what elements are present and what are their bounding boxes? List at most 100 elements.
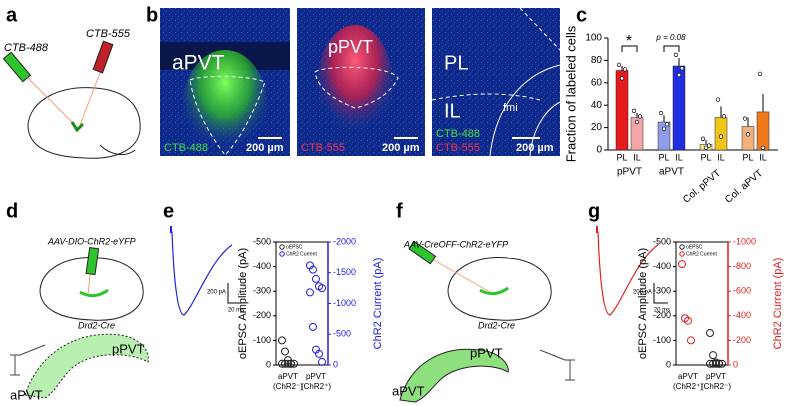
stain-label: CTB-555	[436, 142, 480, 154]
y-tick-label: -400	[253, 261, 271, 271]
y2-axis-label: ChR2 Current (pA)	[372, 258, 384, 350]
y2-tick-label: -2000	[333, 236, 356, 246]
y2-tick-label: -600	[733, 286, 751, 296]
x-tick-label: IL	[633, 152, 641, 162]
data-point	[760, 145, 766, 150]
stain-label: CTB-488	[436, 128, 480, 140]
data-point	[687, 336, 695, 345]
x-tick-label: IL	[675, 152, 683, 162]
y2-tick-label: -1500	[333, 267, 356, 277]
data-point	[721, 114, 727, 119]
mouse-line-label: Drd2-Cre	[78, 320, 115, 330]
data-point	[715, 97, 721, 102]
annotation: *	[626, 33, 632, 50]
current-trace	[596, 231, 659, 316]
scale-label: 20 ms	[228, 308, 244, 314]
data-point	[706, 329, 714, 338]
plot-frame	[675, 241, 729, 366]
data-point	[634, 119, 640, 125]
data-point	[616, 62, 622, 68]
y2-tick-label: -800	[733, 261, 751, 271]
data-point	[290, 359, 298, 368]
y-tick-label: -100	[253, 335, 271, 345]
y-tick-label: -200	[653, 310, 671, 320]
significance-bracket	[621, 45, 638, 52]
x-tick-label: (ChR2⁺)	[301, 382, 331, 391]
x-tick-label: pPVT	[706, 372, 726, 381]
bar	[615, 70, 629, 151]
data-point	[745, 132, 751, 137]
mouse-line-label: Drd2-Cre	[478, 320, 515, 330]
group-label: pPVT	[617, 167, 642, 178]
micrograph	[160, 8, 290, 160]
y2-tick-label: -1000	[333, 298, 356, 308]
region-label: pPVT	[328, 37, 373, 57]
scale-label: 200 µm	[516, 142, 554, 154]
y2-tick-label: -1000	[733, 236, 756, 246]
y2-axis-label: ChR2 Current (pA)	[772, 258, 784, 350]
data-point	[619, 76, 625, 81]
data-point	[703, 145, 709, 150]
y-tick-label: 20	[591, 122, 603, 133]
data-point	[709, 359, 717, 368]
data-point	[281, 359, 289, 368]
panel-label: a	[6, 4, 18, 26]
scale-label: 200 µm	[382, 142, 420, 154]
x-tick-label: (ChR2⁻)	[273, 382, 303, 391]
data-point	[678, 260, 686, 269]
virus-label: AAV-DIO-ChR2-eYFP	[47, 236, 136, 246]
x-tick-label: (ChR2⁻)	[701, 382, 731, 391]
y2-tick-label: 0	[733, 359, 738, 369]
y-tick-label: -500	[253, 236, 271, 246]
data-point	[676, 72, 682, 78]
x-tick-label: PL	[658, 152, 669, 162]
plot-frame	[275, 241, 329, 366]
y-tick-label: -300	[253, 286, 271, 296]
y2-tick-label: -200	[733, 335, 751, 345]
data-point	[706, 359, 714, 368]
data-point	[278, 359, 286, 368]
stain-label: CTB-488	[164, 142, 208, 154]
y-tick-label: 40	[591, 100, 603, 111]
panel-label: f	[396, 200, 403, 222]
data-point	[718, 134, 724, 139]
data-point	[706, 143, 712, 148]
y-tick-label: 80	[591, 55, 603, 66]
bar	[714, 117, 728, 151]
legend-label: ChR2 Current	[286, 251, 317, 257]
y-tick-label: -300	[653, 286, 671, 296]
data-point	[742, 116, 748, 121]
panel-label: d	[6, 200, 18, 222]
y-tick-label: -100	[653, 335, 671, 345]
legend-label: oEPSC	[286, 244, 303, 250]
data-point	[679, 66, 685, 71]
group-label: Col. pPVT	[681, 168, 723, 206]
legend-marker	[279, 244, 285, 250]
bar	[756, 111, 770, 151]
virus-label: AAV-CreOFF-ChR2-eYFP	[403, 239, 508, 249]
data-point	[661, 126, 667, 131]
legend-marker	[279, 251, 285, 257]
panel-label: c	[576, 4, 587, 26]
y-tick-label: -500	[653, 236, 671, 246]
data-point	[673, 52, 679, 57]
data-point	[664, 122, 670, 127]
micrograph	[431, 7, 561, 157]
data-point	[278, 336, 286, 345]
data-point	[718, 359, 726, 368]
data-point	[715, 359, 723, 368]
region-label: fmi	[503, 102, 518, 114]
brain-drawing	[10, 246, 149, 399]
group-label: aPVT	[659, 167, 684, 178]
data-point	[306, 288, 314, 297]
scale-label: 200 µm	[246, 142, 284, 154]
scale-label: 200 pA	[633, 290, 652, 296]
data-point	[281, 347, 289, 356]
data-point	[622, 67, 628, 72]
region-label: pPVT	[470, 345, 503, 360]
panel-label: e	[163, 200, 174, 222]
injection-label: CTB-555	[86, 28, 131, 40]
panel-label: b	[146, 4, 158, 26]
data-point	[709, 351, 717, 360]
